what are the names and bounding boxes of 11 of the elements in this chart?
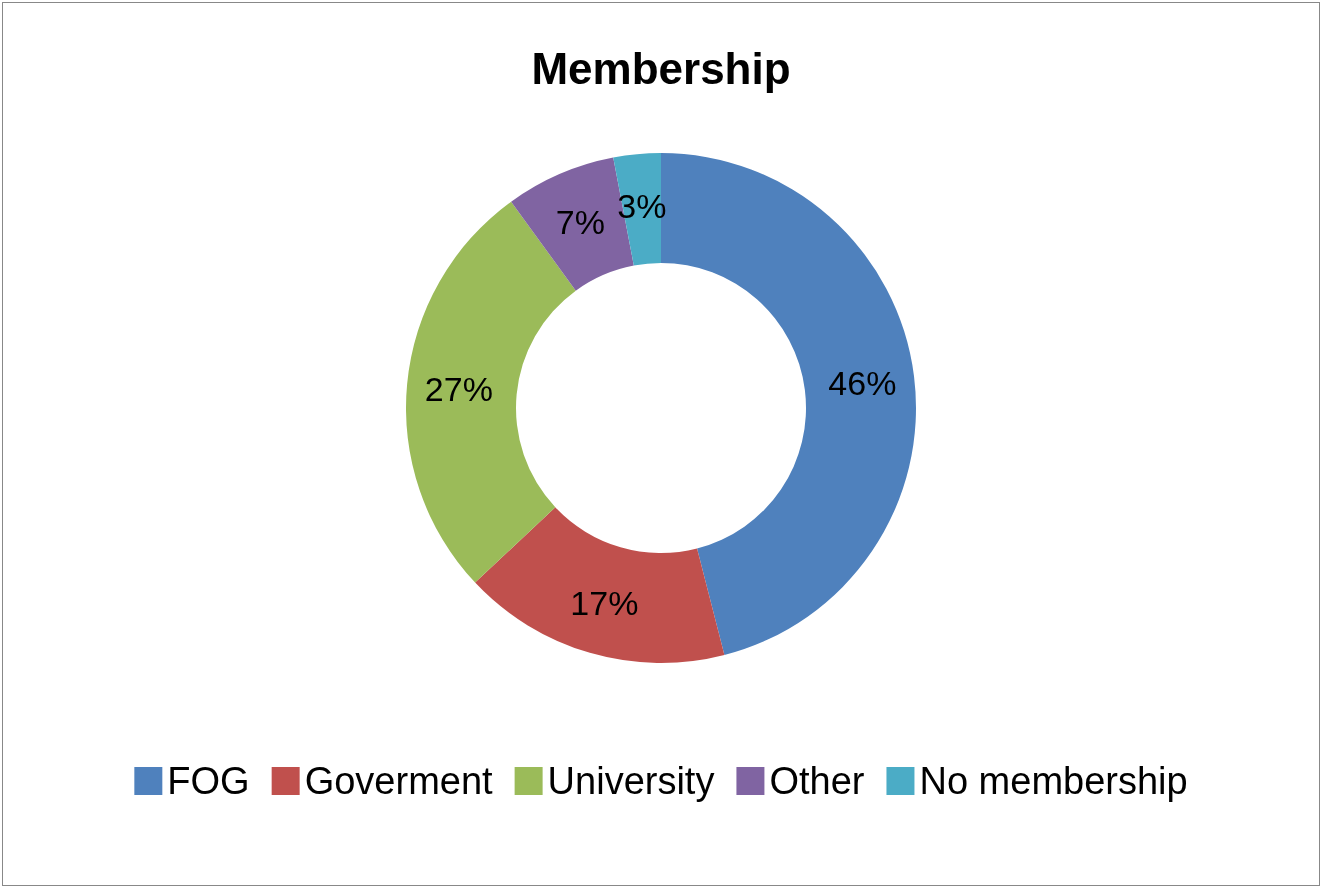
legend-label: FOG <box>167 760 250 802</box>
data-label: 27% <box>424 369 493 408</box>
data-label: 46% <box>828 363 897 402</box>
data-label: 17% <box>570 583 639 622</box>
data-label: 7% <box>555 202 605 241</box>
legend-label: Goverment <box>304 760 494 802</box>
legend-label: Other <box>769 760 865 802</box>
data-label: 3% <box>617 186 667 225</box>
legend-label: University <box>547 760 715 802</box>
chart-title: Membership <box>531 43 791 93</box>
legend-label: No membership <box>919 760 1188 802</box>
